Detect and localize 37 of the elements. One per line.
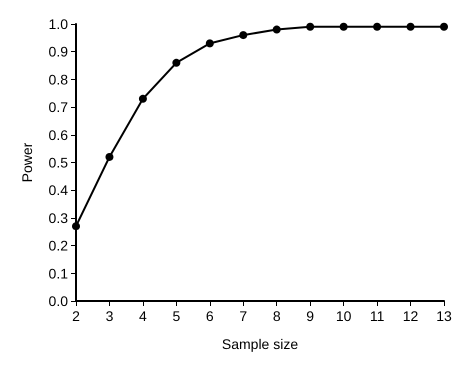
y-axis-title: Power (19, 142, 35, 182)
y-tick-label: 0.2 (48, 238, 68, 254)
point (206, 39, 214, 48)
y-tick-label: 0.0 (48, 293, 68, 309)
point (72, 222, 80, 230)
x-tick-label: 13 (436, 308, 452, 324)
x-tick-label: 12 (402, 308, 419, 324)
y-tick-label: 0.7 (48, 99, 68, 116)
x-tick-label: 3 (106, 308, 114, 324)
point (373, 22, 382, 31)
x-tick-label: 2 (72, 308, 80, 324)
y-tick-label: 0.1 (48, 265, 68, 282)
point (440, 22, 448, 31)
x-axis-title: Sample size (222, 336, 298, 352)
y-tick-label: 0.8 (48, 71, 68, 88)
x-tick-label: 7 (239, 308, 248, 324)
x-tick-label: 9 (306, 308, 314, 324)
point (172, 58, 180, 67)
point (105, 152, 114, 161)
y-tick-label: 0.3 (48, 210, 68, 226)
x-tick-label: 11 (370, 308, 385, 324)
y-tick-label: 0.5 (48, 154, 68, 170)
x-tick-label: 4 (139, 308, 148, 324)
point (406, 22, 415, 31)
x-tick-label: 10 (336, 308, 352, 324)
y-tick-label: 1.0 (48, 16, 68, 32)
point (239, 31, 248, 40)
x-tick-label: 6 (206, 308, 214, 324)
x-tick-label: 8 (272, 308, 281, 324)
y-tick-label: 0.9 (48, 44, 68, 60)
x-tick-label: 5 (172, 308, 180, 324)
y-tick-label: 0.4 (48, 182, 68, 198)
point (272, 26, 281, 34)
point (306, 22, 314, 31)
point (340, 22, 348, 31)
point (138, 94, 147, 103)
y-tick-label: 0.6 (48, 126, 68, 143)
